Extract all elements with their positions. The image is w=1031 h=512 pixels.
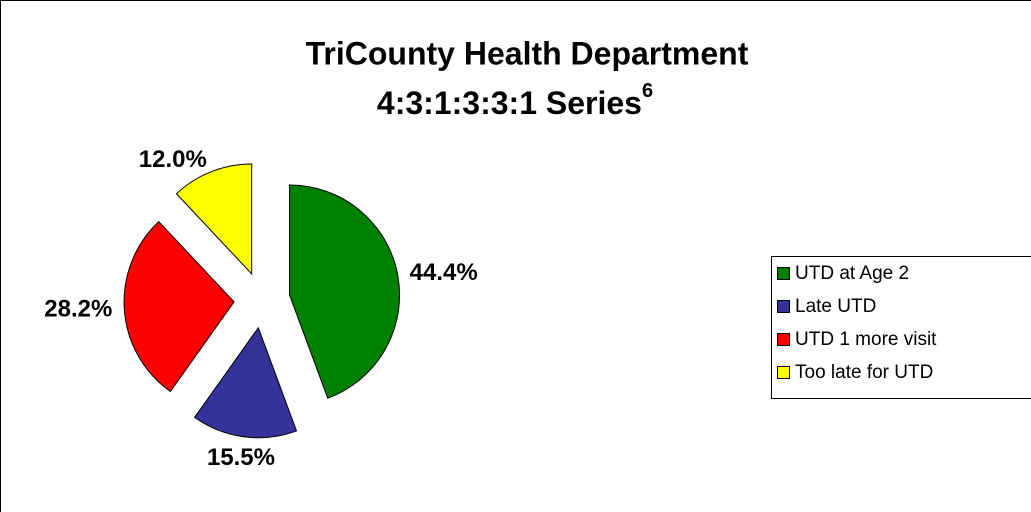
chart-title: TriCounty Health Department <box>306 35 749 71</box>
pie-slice <box>175 163 253 276</box>
legend-label: Too late for UTD <box>795 362 933 383</box>
chart-subtitle: 4:3:1:3:3:1 Series6 <box>377 80 653 121</box>
data-label: 15.5% <box>207 444 275 471</box>
legend-swatch <box>777 366 790 379</box>
pie-slice <box>193 326 298 439</box>
legend-box <box>771 256 1031 399</box>
subtitle-superscript: 6 <box>642 80 653 102</box>
legend-swatch <box>777 300 790 313</box>
legend-label: UTD at Age 2 <box>795 263 909 284</box>
legend-swatch <box>777 333 790 346</box>
legend-label: UTD 1 more visit <box>795 329 937 350</box>
subtitle-text: 4:3:1:3:3:1 Series <box>377 85 642 121</box>
legend-swatch <box>777 267 790 280</box>
data-label: 44.4% <box>410 259 478 286</box>
legend-label: Late UTD <box>795 296 876 317</box>
pie-slice <box>289 184 401 399</box>
pie-slice <box>123 220 235 393</box>
data-label: 28.2% <box>44 295 112 322</box>
data-label: 12.0% <box>139 146 207 173</box>
